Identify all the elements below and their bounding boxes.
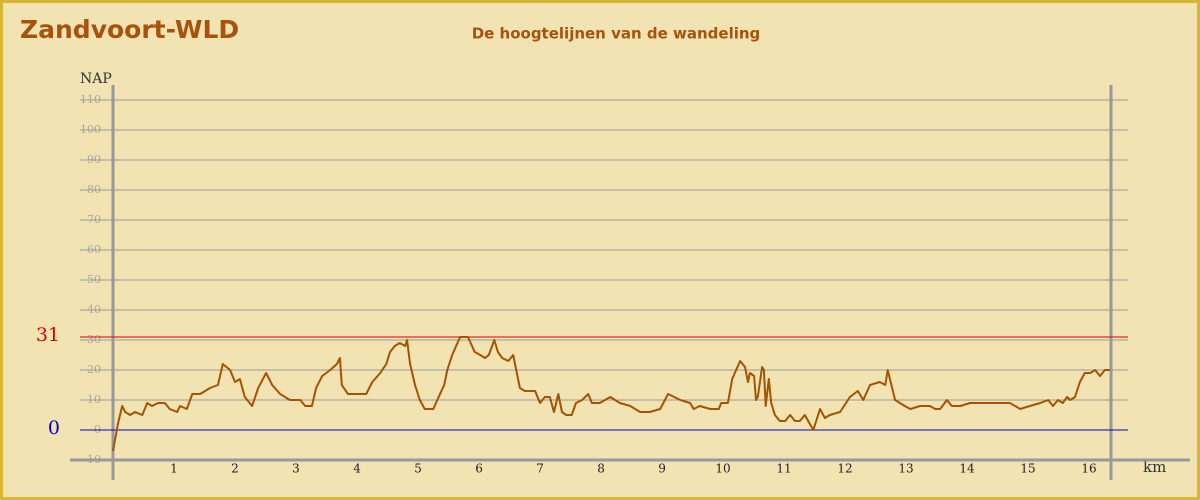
x-tick-label: 9 (658, 462, 666, 476)
elevation-line (112, 336, 1110, 452)
x-tick-label: 8 (597, 462, 605, 476)
x-tick-label: 3 (292, 462, 300, 476)
chart-subtitle: De hoogtelijnen van de wandeling (472, 25, 761, 43)
x-tick-label: 10 (715, 462, 730, 476)
x-tick-label: 4 (353, 462, 361, 476)
x-tick-label: 14 (959, 462, 975, 476)
x-axis-label: km (1143, 458, 1166, 476)
x-tick-label: 6 (475, 462, 483, 476)
reference-label: 0 (48, 417, 60, 439)
x-tick-label: 15 (1020, 462, 1035, 476)
chart-title: Zandvoort-WLD (20, 15, 239, 44)
y-axis-label: NAP (80, 71, 112, 87)
x-tick-label: 7 (536, 462, 544, 476)
x-tick-label: 11 (776, 462, 791, 476)
x-tick-label: 12 (837, 462, 852, 476)
x-tick-label: 13 (898, 462, 913, 476)
x-tick-label: 16 (1081, 462, 1096, 476)
x-tick-label: 5 (414, 462, 422, 476)
x-tick-label: 2 (231, 462, 239, 476)
x-tick-label: 1 (170, 462, 178, 476)
reference-label: 31 (36, 324, 60, 346)
